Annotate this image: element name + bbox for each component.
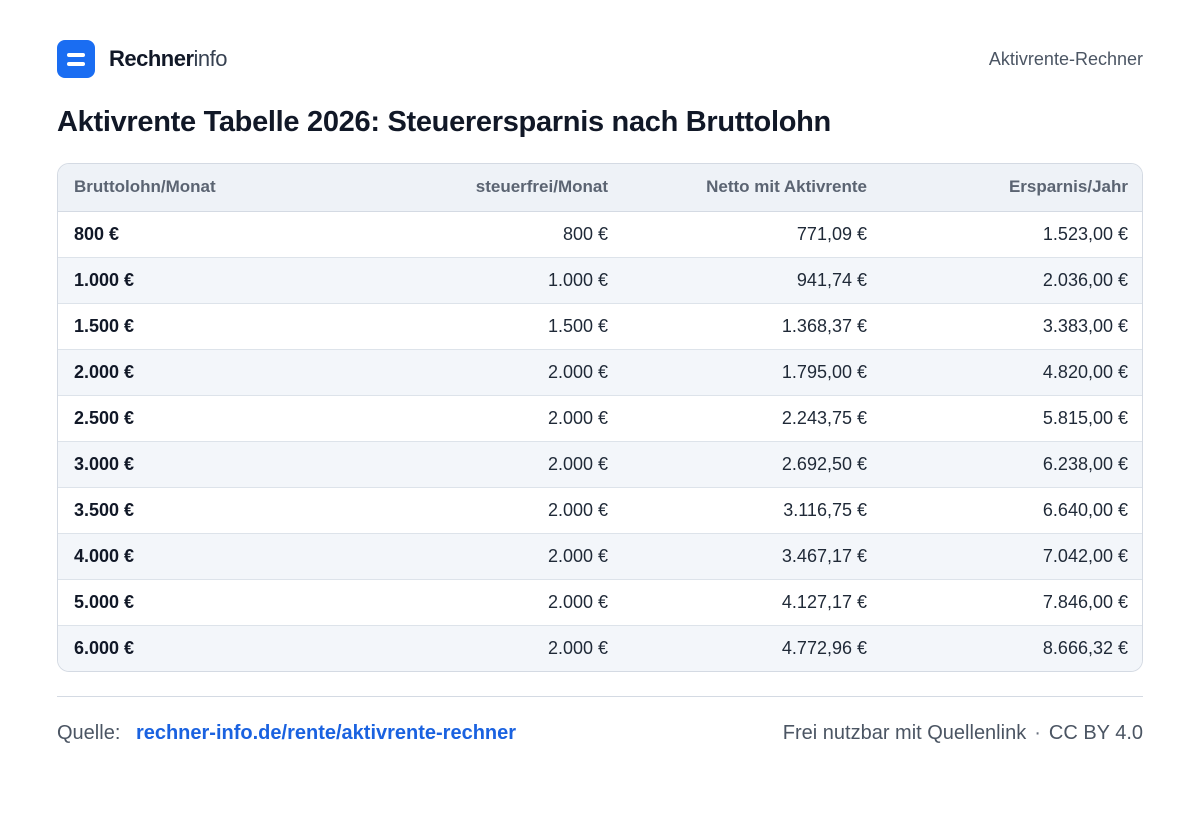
license-info: Frei nutzbar mit Quellenlink · CC BY 4.0 [783, 722, 1143, 745]
cell-taxfree: 800 € [356, 211, 624, 258]
table-row: 1.500 €1.500 €1.368,37 €3.383,00 € [58, 303, 1142, 350]
divider [57, 696, 1143, 697]
cell-gross: 1.500 € [58, 303, 356, 350]
table-row: 4.000 €2.000 €3.467,17 €7.042,00 € [58, 533, 1142, 580]
cell-net: 3.116,75 € [624, 487, 883, 534]
cell-savings: 8.666,32 € [1042, 637, 1128, 658]
license-name: CC BY 4.0 [1048, 722, 1143, 744]
savings-table: Bruttolohn/Monat steuerfrei/Monat Netto … [57, 163, 1143, 672]
brand-name-bold: Rechner [109, 46, 194, 71]
table-row: 5.000 €2.000 €4.127,17 €7.846,00 € [58, 579, 1142, 626]
cell-savings: 1.523,00 € [883, 211, 1142, 258]
cell-savings: 5.815,00 € [883, 395, 1142, 442]
cell-gross: 800 € [58, 211, 356, 258]
cell-gross: 3.500 € [58, 487, 356, 534]
cell-taxfree: 2.000 € [356, 441, 624, 488]
cell-savings: 4.820,00 € [883, 349, 1142, 396]
cell-savings: 6.238,00 € [883, 441, 1142, 488]
cell-taxfree: 2.000 € [356, 533, 624, 580]
cell-gross: 2.500 € [58, 395, 356, 442]
cell-net: 4.127,17 € [624, 579, 883, 626]
cell-net: 2.243,75 € [624, 395, 883, 442]
table-header-row: Bruttolohn/Monat steuerfrei/Monat Netto … [58, 164, 1142, 212]
table-row: 3.000 €2.000 €2.692,50 €6.238,00 € [58, 441, 1142, 488]
header: Rechnerinfo Aktivrente-Rechner [57, 40, 1143, 78]
column-header-taxfree: steuerfrei/Monat [356, 164, 624, 212]
cell-taxfree: 2.000 € [547, 637, 608, 658]
table-row: 800 €800 €771,09 €1.523,00 € [58, 211, 1142, 258]
cell-savings: 2.036,00 € [883, 257, 1142, 304]
footer: Quelle: rechner-info.de/rente/aktivrente… [57, 722, 1143, 745]
table-row: 6.000 € 2.000 € 4.772,96 € 8.666,32 € [58, 625, 1142, 671]
header-page-label: Aktivrente-Rechner [988, 48, 1143, 69]
table-row: 3.500 €2.000 €3.116,75 €6.640,00 € [58, 487, 1142, 534]
cell-taxfree: 2.000 € [356, 487, 624, 534]
table-row: 2.500 €2.000 €2.243,75 €5.815,00 € [58, 395, 1142, 442]
column-header-gross: Bruttolohn/Monat [58, 164, 356, 212]
cell-savings: 7.042,00 € [883, 533, 1142, 580]
menu-lines-icon [57, 40, 95, 78]
source: Quelle: rechner-info.de/rente/aktivrente… [57, 722, 516, 745]
cell-taxfree: 2.000 € [356, 349, 624, 396]
license-text: Frei nutzbar mit Quellenlink [782, 722, 1027, 744]
license-separator: · [1034, 722, 1041, 744]
cell-net: 2.692,50 € [624, 441, 883, 488]
cell-taxfree: 2.000 € [356, 579, 624, 626]
cell-net: 1.795,00 € [624, 349, 883, 396]
cell-gross: 5.000 € [58, 579, 356, 626]
cell-net: 941,74 € [624, 257, 883, 304]
cell-savings: 7.846,00 € [883, 579, 1142, 626]
cell-net: 1.368,37 € [624, 303, 883, 350]
cell-net: 4.772,96 € [781, 637, 867, 658]
cell-savings: 3.383,00 € [883, 303, 1142, 350]
cell-taxfree: 1.500 € [356, 303, 624, 350]
page-title: Aktivrente Tabelle 2026: Steuerersparnis… [57, 106, 831, 138]
cell-savings: 6.640,00 € [883, 487, 1142, 534]
cell-taxfree: 2.000 € [356, 395, 624, 442]
source-label: Quelle: [57, 722, 121, 744]
cell-gross: 1.000 € [58, 257, 356, 304]
source-link[interactable]: rechner-info.de/rente/aktivrente-rechner [135, 722, 517, 744]
column-header-net: Netto mit Aktivrente [624, 164, 883, 212]
table-row: 2.000 €2.000 €1.795,00 €4.820,00 € [58, 349, 1142, 396]
brand-name-light: info [193, 46, 228, 71]
brand-name: Rechnerinfo [109, 46, 228, 72]
column-header-savings: Ersparnis/Jahr [883, 164, 1142, 212]
cell-gross: 2.000 € [58, 349, 356, 396]
cell-gross: 4.000 € [58, 533, 356, 580]
table-row: 1.000 €1.000 €941,74 €2.036,00 € [58, 257, 1142, 304]
cell-gross: 6.000 € [74, 637, 135, 658]
cell-taxfree: 1.000 € [356, 257, 624, 304]
brand-logo[interactable]: Rechnerinfo [57, 40, 228, 78]
cell-gross: 3.000 € [58, 441, 356, 488]
cell-net: 771,09 € [624, 211, 883, 258]
cell-net: 3.467,17 € [624, 533, 883, 580]
